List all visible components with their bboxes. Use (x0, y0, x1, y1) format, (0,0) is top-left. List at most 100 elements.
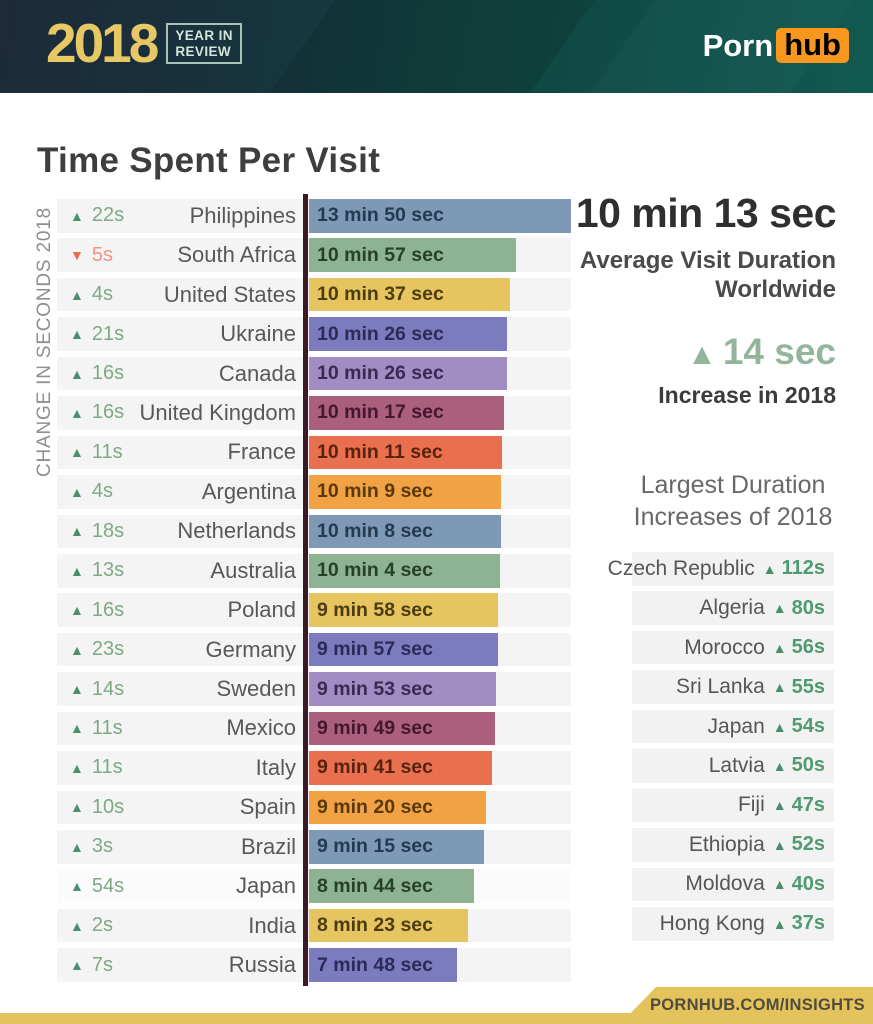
duration-label: 10 min 17 sec (317, 401, 444, 424)
change-value: 54s (91, 874, 125, 897)
chart-row-philippines: ▲ 22s Philippines 13 min 50 sec (57, 199, 571, 233)
chart-row-japan: ▲ 54s Japan 8 min 44 sec (57, 869, 571, 904)
country-label: Philippines (189, 202, 296, 228)
increase-value: ▲ 14 sec (687, 330, 836, 372)
duration-label: 9 min 49 sec (317, 716, 433, 739)
country-label: Canada (218, 360, 296, 386)
country-label: Russia (228, 952, 296, 978)
chart-row-australia: ▲ 13s Australia 10 min 4 sec (57, 553, 571, 588)
average-duration-caption: Average Visit Duration (579, 247, 836, 275)
duration-label: 10 min 26 sec (317, 362, 444, 385)
increase-seconds-value: 40s (791, 872, 825, 895)
increase-seconds-value: 47s (791, 793, 825, 816)
change-value: 5s (91, 243, 113, 266)
increase-seconds-value: 55s (791, 675, 825, 698)
change-indicator: ▲ 16s (70, 396, 124, 430)
up-arrow-icon: ▲ (772, 876, 787, 893)
change-indicator: ▲ 10s (70, 791, 124, 825)
increase-row-latvia: Latvia ▲ 50s (632, 749, 834, 783)
country-label: Poland (227, 597, 296, 623)
country-label: Sri Lanka (676, 675, 765, 699)
up-arrow-icon: ▲ (70, 483, 84, 500)
country-label: France (227, 439, 296, 465)
header-diagonal-streak (236, 0, 624, 93)
change-value: 21s (91, 322, 125, 345)
duration-bar: 8 min 44 sec (309, 869, 475, 904)
review-label: REVIEW (175, 43, 232, 59)
country-label: Spain (239, 794, 296, 820)
change-value: 10s (91, 795, 125, 818)
chart-row-russia: ▲ 7s Russia 7 min 48 sec (57, 948, 571, 982)
up-arrow-icon: ▲ (70, 878, 84, 895)
change-indicator: ▲ 13s (70, 554, 124, 588)
insights-url[interactable]: PORNHUB.COM/INSIGHTS (649, 996, 865, 1014)
change-value: 3s (91, 835, 113, 858)
duration-bar: 10 min 9 sec (309, 475, 502, 509)
largest-increases-heading: Largest Duration Increases of 2018 (633, 471, 833, 531)
increase-row-moldova: Moldova ▲ 40s (632, 867, 834, 902)
duration-label: 13 min 50 sec (317, 204, 444, 227)
change-value: 16s (91, 362, 125, 385)
change-indicator: ▲ 54s (70, 869, 124, 903)
change-indicator: ▲ 21s (70, 317, 124, 351)
up-arrow-icon: ▲ (70, 602, 84, 619)
duration-label: 8 min 23 sec (317, 914, 433, 937)
pornhub-logo-hub: hub (776, 28, 849, 63)
duration-bar: 10 min 11 sec (309, 435, 502, 470)
increase-row-ethiopia: Ethiopia ▲ 52s (632, 828, 834, 862)
increase-row-morocco: Morocco ▲ 56s (632, 630, 834, 665)
up-arrow-icon: ▲ (762, 560, 777, 577)
average-duration-value: 10 min 13 sec (575, 190, 837, 236)
worldwide-summary: 10 min 13 sec Average Visit Duration Wor… (560, 190, 837, 409)
year-in-review-badge: YEAR IN REVIEW (166, 22, 242, 65)
up-arrow-icon: ▲ (70, 799, 84, 816)
chart-row-poland: ▲ 16s Poland 9 min 58 sec (57, 593, 571, 627)
up-arrow-icon: ▲ (70, 681, 84, 698)
country-label: South Africa (177, 242, 296, 268)
change-value: 18s (91, 519, 125, 542)
duration-label: 10 min 11 sec (317, 440, 443, 463)
increase-seconds-value: 37s (791, 912, 825, 935)
country-label: Argentina (201, 478, 296, 504)
country-label: Ukraine (220, 321, 296, 347)
duration-label: 10 min 8 sec (317, 519, 433, 542)
chart-row-sweden: ▲ 14s Sweden 9 min 53 sec (57, 672, 571, 706)
up-arrow-icon: ▲ (70, 720, 84, 737)
country-label: United Kingdom (139, 399, 296, 425)
duration-bar: 9 min 20 sec (309, 790, 486, 825)
up-arrow-icon: ▲ (772, 679, 787, 696)
change-indicator: ▲ 22s (70, 199, 124, 233)
duration-bar: 10 min 26 sec (309, 317, 507, 351)
chart-row-mexico: ▲ 11s Mexico 9 min 49 sec (57, 711, 571, 746)
up-arrow-icon: ▲ (70, 286, 84, 303)
duration-bar: 10 min 26 sec (309, 356, 507, 391)
country-label: Italy (255, 754, 296, 780)
bar-chart: ▲ 22s Philippines 13 min 50 sec ▼ 5s South Afr… (57, 199, 571, 988)
change-indicator: ▲ 7s (70, 948, 113, 982)
chart-row-united-kingdom: ▲ 16s United Kingdom 10 min 17 sec (57, 396, 571, 430)
change-value: 16s (91, 401, 125, 424)
change-indicator: ▲ 16s (70, 593, 124, 627)
up-arrow-icon: ▲ (772, 915, 787, 932)
duration-bar: 10 min 37 sec (309, 277, 511, 312)
average-duration-caption: Worldwide (715, 275, 836, 303)
change-indicator: ▲ 4s (70, 278, 113, 312)
increase-seconds-value: 56s (791, 636, 825, 659)
increase-row-hong-kong: Hong Kong ▲ 37s (632, 906, 834, 941)
country-label: Germany (205, 636, 296, 662)
duration-label: 8 min 44 sec (317, 874, 433, 897)
up-arrow-icon: ▲ (772, 836, 787, 853)
header-banner: 2018 YEAR IN REVIEW Porn hub (0, 0, 873, 93)
country-label: Moldova (685, 872, 765, 896)
chart-row-south-africa: ▼ 5s South Africa 10 min 57 sec (57, 238, 571, 273)
change-indicator: ▲ 18s (70, 515, 124, 549)
chart-row-germany: ▲ 23s Germany 9 min 57 sec (57, 632, 571, 667)
duration-bar: 9 min 58 sec (309, 593, 498, 627)
increase-seconds-value: 80s (791, 596, 825, 619)
duration-label: 10 min 26 sec (317, 322, 444, 345)
largest-increases-list: Czech Republic ▲ 112s Algeria ▲ 80s Morocco ▲ 56… (608, 552, 834, 941)
footer-insights-banner[interactable]: PORNHUB.COM/INSIGHTS (620, 987, 873, 1024)
change-value: 11s (91, 756, 123, 779)
duration-label: 10 min 4 sec (317, 559, 433, 582)
duration-label: 10 min 9 sec (317, 480, 433, 503)
